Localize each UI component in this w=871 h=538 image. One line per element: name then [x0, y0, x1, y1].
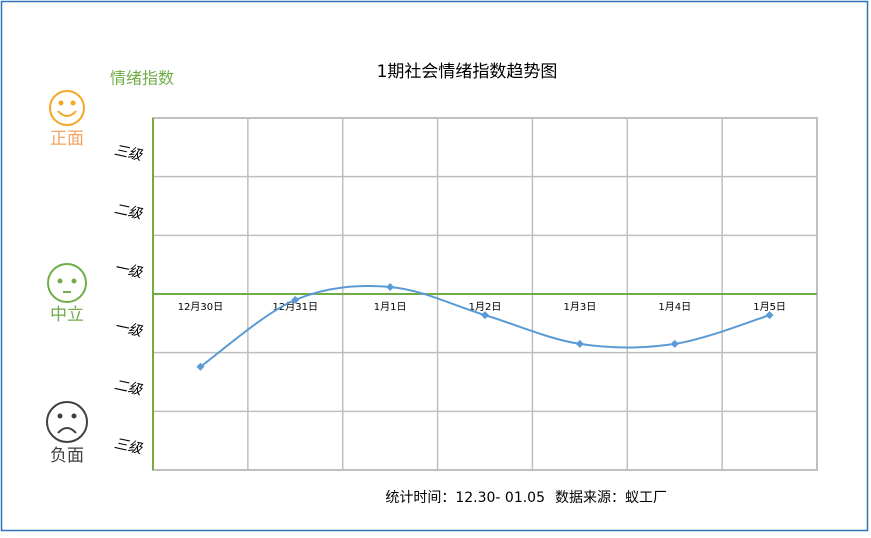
y-tick-label: 一级 [113, 260, 145, 282]
x-tick-label: 1月3日 [563, 301, 596, 313]
y-tick-label: 三级 [113, 436, 145, 458]
y-tick-label: 三级 [113, 143, 145, 165]
x-tick-label: 1月1日 [374, 301, 407, 313]
sentiment-label: 正面 [50, 129, 84, 149]
x-tick-label: 1月4日 [658, 301, 691, 313]
point [386, 282, 395, 291]
y-tick-label: 二级 [113, 201, 145, 223]
x-tick-label: 1月5日 [753, 301, 786, 313]
point [291, 295, 300, 304]
point [670, 339, 679, 348]
y-tick-label: 一级 [113, 319, 145, 341]
point [765, 311, 774, 320]
sentiment-label: 负面 [50, 446, 84, 466]
footer-period: 统计时间：12.30- 01.05 [385, 490, 545, 506]
x-tick-label: 12月30日 [178, 301, 223, 313]
footer-source: 数据来源：蚁工厂 [555, 490, 667, 506]
point [196, 362, 205, 371]
y-axis-label: 情绪指数 [110, 69, 174, 88]
face-positive [49, 90, 85, 126]
x-tick-label: 12月31日 [273, 301, 318, 313]
sentiment-label: 中立 [50, 305, 84, 325]
point [575, 339, 584, 348]
point [481, 311, 489, 320]
face-neutral [47, 263, 87, 303]
y-tick-label: 二级 [113, 377, 145, 399]
x-tick-label: 1月2日 [469, 301, 502, 313]
chart-title: 1期社会情绪指数趋势图 [377, 62, 558, 82]
face-negative [46, 401, 88, 443]
